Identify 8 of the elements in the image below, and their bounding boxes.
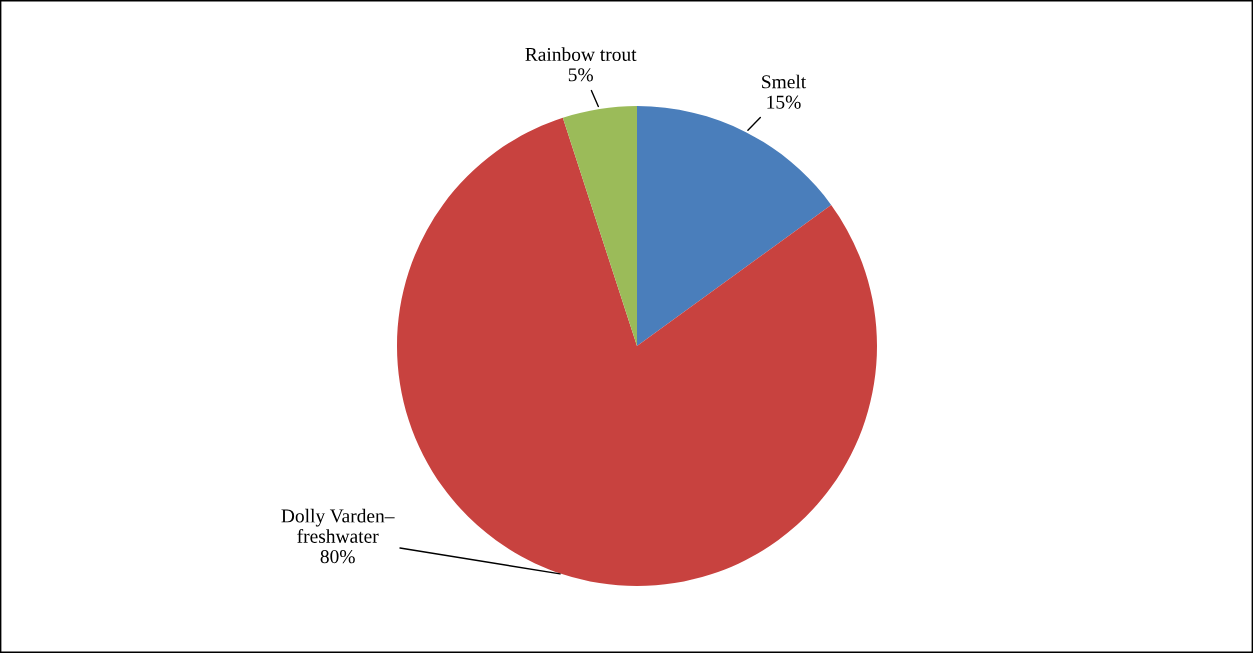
pie-slice bbox=[562, 106, 637, 346]
slice-label: Dolly Varden– freshwater bbox=[281, 508, 395, 543]
data-label: 15% bbox=[767, 95, 801, 109]
slice-label: Rainbow trout bbox=[525, 47, 637, 61]
data-label: 5% bbox=[568, 68, 593, 82]
data-label: 80% bbox=[320, 550, 355, 564]
slice-label: Smelt bbox=[762, 74, 807, 89]
pie-slice bbox=[397, 117, 877, 586]
